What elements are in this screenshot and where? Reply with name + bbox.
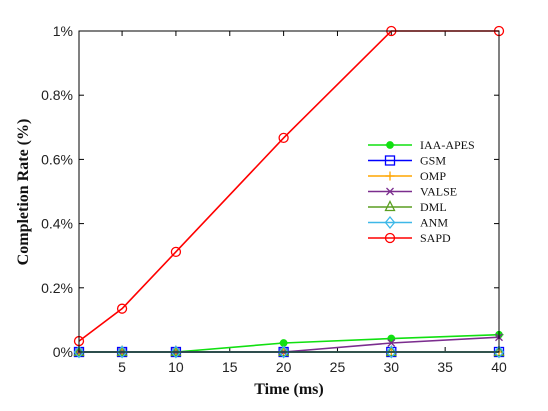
x-axis-label: Time (ms) xyxy=(254,381,323,398)
series-line xyxy=(79,336,500,353)
data-point xyxy=(278,345,289,359)
data-point xyxy=(493,345,505,357)
y-tick-label: 0.8% xyxy=(41,87,73,103)
legend-label: IAA-APES xyxy=(420,138,475,152)
legend-marker xyxy=(384,155,396,166)
data-point xyxy=(116,303,128,314)
legend-entry: ANM xyxy=(368,216,448,230)
legend-label: VALSE xyxy=(420,185,457,199)
data-point xyxy=(387,339,396,347)
data-point xyxy=(385,345,397,359)
legend-entry: IAA-APES xyxy=(368,138,475,152)
legend-entry: DML xyxy=(368,200,447,214)
data-point xyxy=(116,345,128,359)
data-point xyxy=(116,345,128,357)
legend-label: DML xyxy=(420,200,447,214)
x-tick-label: 10 xyxy=(168,359,184,375)
legend-entry: VALSE xyxy=(368,185,457,199)
legend-marker xyxy=(384,215,396,230)
y-axis-label: Completion Rate (%) xyxy=(15,119,32,266)
x-tick-label: 30 xyxy=(384,359,400,375)
y-tick-label: 0% xyxy=(53,344,73,360)
legend-label: GSM xyxy=(420,154,446,168)
data-point xyxy=(278,345,290,357)
x-tick-label: 15 xyxy=(222,359,238,375)
x-tick-label: 35 xyxy=(437,359,453,375)
y-tick-label: 0.6% xyxy=(41,151,73,167)
legend-label: SAPD xyxy=(420,231,451,245)
series-line xyxy=(79,333,500,353)
x-tick-label: 20 xyxy=(276,359,292,375)
x-tick-label: 40 xyxy=(491,359,507,375)
x-tick-label: 5 xyxy=(118,359,126,375)
legend-entry: SAPD xyxy=(368,231,451,245)
axis-ticks: 5 10 15 20 25 30 35 40 0% 0.2% 0.4% 0.6% 0.8% 1% xyxy=(41,23,507,375)
legend-entry: GSM xyxy=(368,154,446,168)
data-point xyxy=(170,246,182,257)
legend-label: OMP xyxy=(420,169,446,183)
y-tick-label: 1% xyxy=(53,23,73,39)
plot-frame xyxy=(78,30,500,353)
x-tick-label: 25 xyxy=(330,359,346,375)
data-point xyxy=(73,345,85,357)
legend-marker xyxy=(386,187,394,196)
data-point xyxy=(385,345,397,357)
legend-marker xyxy=(384,200,396,212)
data-point xyxy=(493,345,505,359)
legend-marker xyxy=(384,232,396,244)
legend-marker xyxy=(385,171,395,181)
data-point xyxy=(278,132,289,144)
y-tick-label: 0.2% xyxy=(41,280,73,296)
legend-entry: OMP xyxy=(368,169,446,183)
data-point xyxy=(170,345,182,357)
data-point xyxy=(170,345,182,359)
data-point xyxy=(73,345,85,359)
y-tick-label: 0.4% xyxy=(41,216,73,232)
legend-label: ANM xyxy=(420,216,448,230)
